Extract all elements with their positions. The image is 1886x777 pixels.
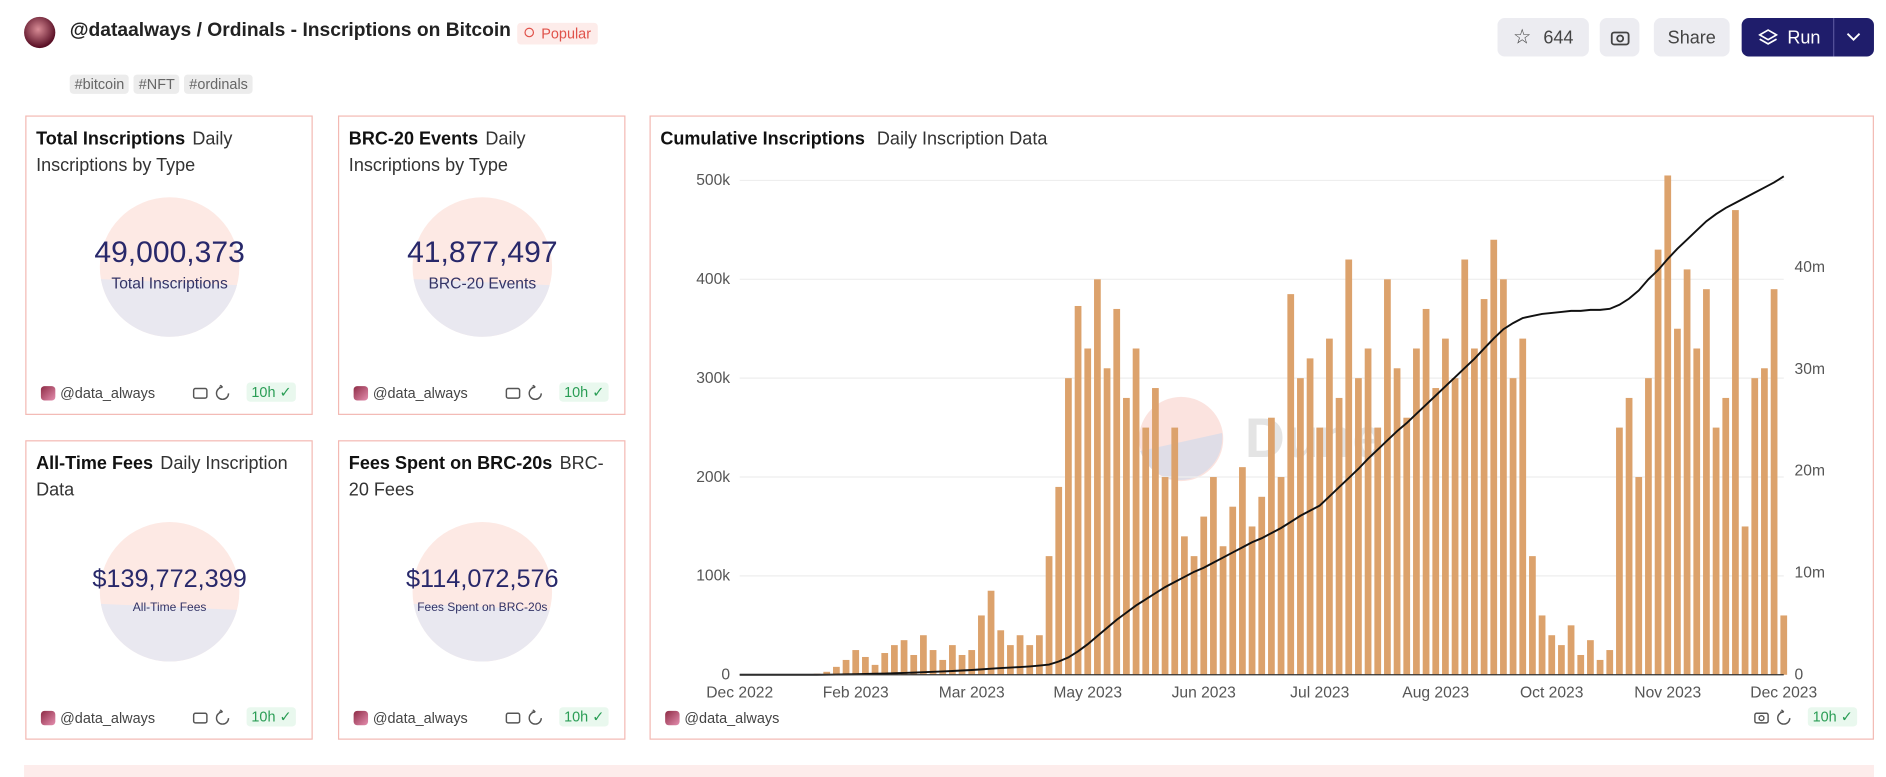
avatar: [24, 16, 56, 49]
refresh-icon: [215, 384, 230, 401]
counter-visual: $114,072,576 Fees Spent on BRC-20s: [406, 522, 559, 662]
run-button[interactable]: Run: [1741, 18, 1874, 57]
counter-title: All-Time Fees: [36, 453, 154, 474]
refresh-age: 10h ✓: [246, 707, 297, 727]
author[interactable]: @data_always: [372, 709, 468, 727]
counter-label: BRC-20 Events: [428, 276, 536, 293]
run-icon: [1758, 29, 1778, 45]
counter-heading: Total Inscriptions Daily Inscriptions by …: [36, 126, 295, 179]
author[interactable]: @data_always: [60, 709, 156, 727]
dropdown-icon[interactable]: [1846, 32, 1861, 42]
age: 10h: [1812, 708, 1837, 726]
counter-disc-shade: [413, 279, 550, 337]
counter-heading: All-Time Fees Daily Inscription Data: [36, 451, 295, 504]
counter-subtitle: Daily Inscriptions by Type: [36, 128, 233, 176]
counter-subtitle: Daily Inscriptions by Type: [348, 128, 526, 176]
counter-label: Fees Spent on BRC-20s: [417, 600, 547, 614]
author-avatar: [40, 710, 56, 726]
author[interactable]: @data_always: [372, 384, 468, 402]
refresh-icon: [215, 709, 230, 725]
card-icons[interactable]: [192, 384, 230, 402]
screenshot-button[interactable]: [1599, 18, 1640, 57]
counter-value: $139,772,399: [92, 565, 246, 593]
refresh-age: 10h ✓: [1807, 707, 1858, 727]
counter-label: Total Inscriptions: [111, 276, 228, 293]
camera-icon: [505, 712, 521, 724]
chart-title: Cumulative Inscriptions: [660, 128, 865, 150]
refresh-age: 10h ✓: [559, 382, 610, 402]
counter-card: Fees Spent on BRC-20s BRC-20 Fees $114,072…: [337, 440, 626, 740]
counter-card: All-Time Fees Daily Inscription Data $139,…: [25, 440, 313, 740]
card-icons[interactable]: [192, 709, 230, 727]
counter-disc-shade: [100, 603, 237, 662]
popular-badge: Popular: [517, 22, 599, 45]
counter-heading: Fees Spent on BRC-20s BRC-20 Fees: [349, 451, 608, 504]
author-avatar: [40, 386, 56, 401]
author-avatar: [665, 710, 680, 726]
badge-icon: [524, 27, 535, 38]
star-icon: ☆: [1512, 25, 1532, 49]
refresh-icon: [528, 384, 542, 401]
chart-heading: Cumulative Inscriptions Daily Inscription…: [660, 126, 1382, 152]
counter-subtitle: Daily Inscription Data: [36, 453, 288, 501]
camera-icon: [505, 387, 521, 399]
dashboard-title: @dataalways / Ordinals - Inscriptions on…: [69, 20, 511, 41]
next-section: [24, 764, 1874, 777]
counter-visual: 41,877,497 BRC-20 Events: [407, 197, 558, 337]
camera-icon: [192, 712, 208, 724]
counter-card: Total Inscriptions Daily Inscriptions by …: [25, 115, 313, 415]
counter-value: 49,000,373: [94, 236, 244, 269]
counter-label: All-Time Fees: [133, 600, 207, 614]
badge-text: Popular: [541, 25, 592, 43]
chart-subtitle: Daily Inscription Data: [876, 128, 1048, 150]
camera-icon: [1610, 31, 1629, 46]
age: 10h: [251, 708, 276, 726]
card-icons[interactable]: [505, 709, 543, 727]
tags: #bitcoin #NFT #ordinals: [69, 73, 258, 95]
counter-value: $114,072,576: [406, 565, 559, 593]
card-icons[interactable]: [1754, 709, 1792, 727]
age: 10h: [251, 383, 276, 401]
age: 10h: [564, 708, 589, 726]
counter-card: BRC-20 Events Daily Inscriptions by Type 4…: [337, 115, 626, 415]
divider: [1833, 18, 1835, 57]
counter-title: Total Inscriptions: [36, 128, 186, 150]
counter-visual: 49,000,373 Total Inscriptions: [94, 197, 245, 337]
refresh-age: 10h ✓: [559, 707, 610, 727]
tag[interactable]: #bitcoin: [69, 74, 130, 94]
counter-title: BRC-20 Events: [348, 128, 479, 150]
counter-visual: $139,772,399 All-Time Fees: [92, 522, 247, 662]
counter-disc-shade: [100, 279, 237, 337]
star-button[interactable]: ☆ 644: [1497, 18, 1589, 57]
counter-disc-shade: [413, 603, 550, 662]
counter-heading: BRC-20 Events Daily Inscriptions by Type: [349, 126, 608, 179]
star-count: 644: [1543, 27, 1574, 48]
tag[interactable]: #ordinals: [184, 74, 253, 94]
camera-icon: [192, 387, 208, 399]
counter-subtitle: BRC-20 Fees: [348, 453, 604, 501]
author-avatar: [353, 710, 369, 726]
chart-card: Cumulative Inscriptions Daily Inscription…: [649, 115, 1874, 740]
age: 10h: [564, 383, 589, 401]
counter-title: Fees Spent on BRC-20s: [348, 453, 553, 474]
tag[interactable]: #NFT: [133, 74, 180, 94]
card-icons[interactable]: [505, 384, 543, 402]
refresh-icon: [528, 709, 542, 725]
author[interactable]: @data_always: [60, 384, 156, 402]
author-avatar: [353, 386, 369, 401]
counter-value: 41,877,497: [407, 236, 557, 269]
author[interactable]: @data_always: [684, 709, 780, 727]
refresh-age: 10h ✓: [246, 382, 297, 402]
run-label: Run: [1787, 27, 1821, 48]
share-button[interactable]: Share: [1653, 18, 1730, 57]
